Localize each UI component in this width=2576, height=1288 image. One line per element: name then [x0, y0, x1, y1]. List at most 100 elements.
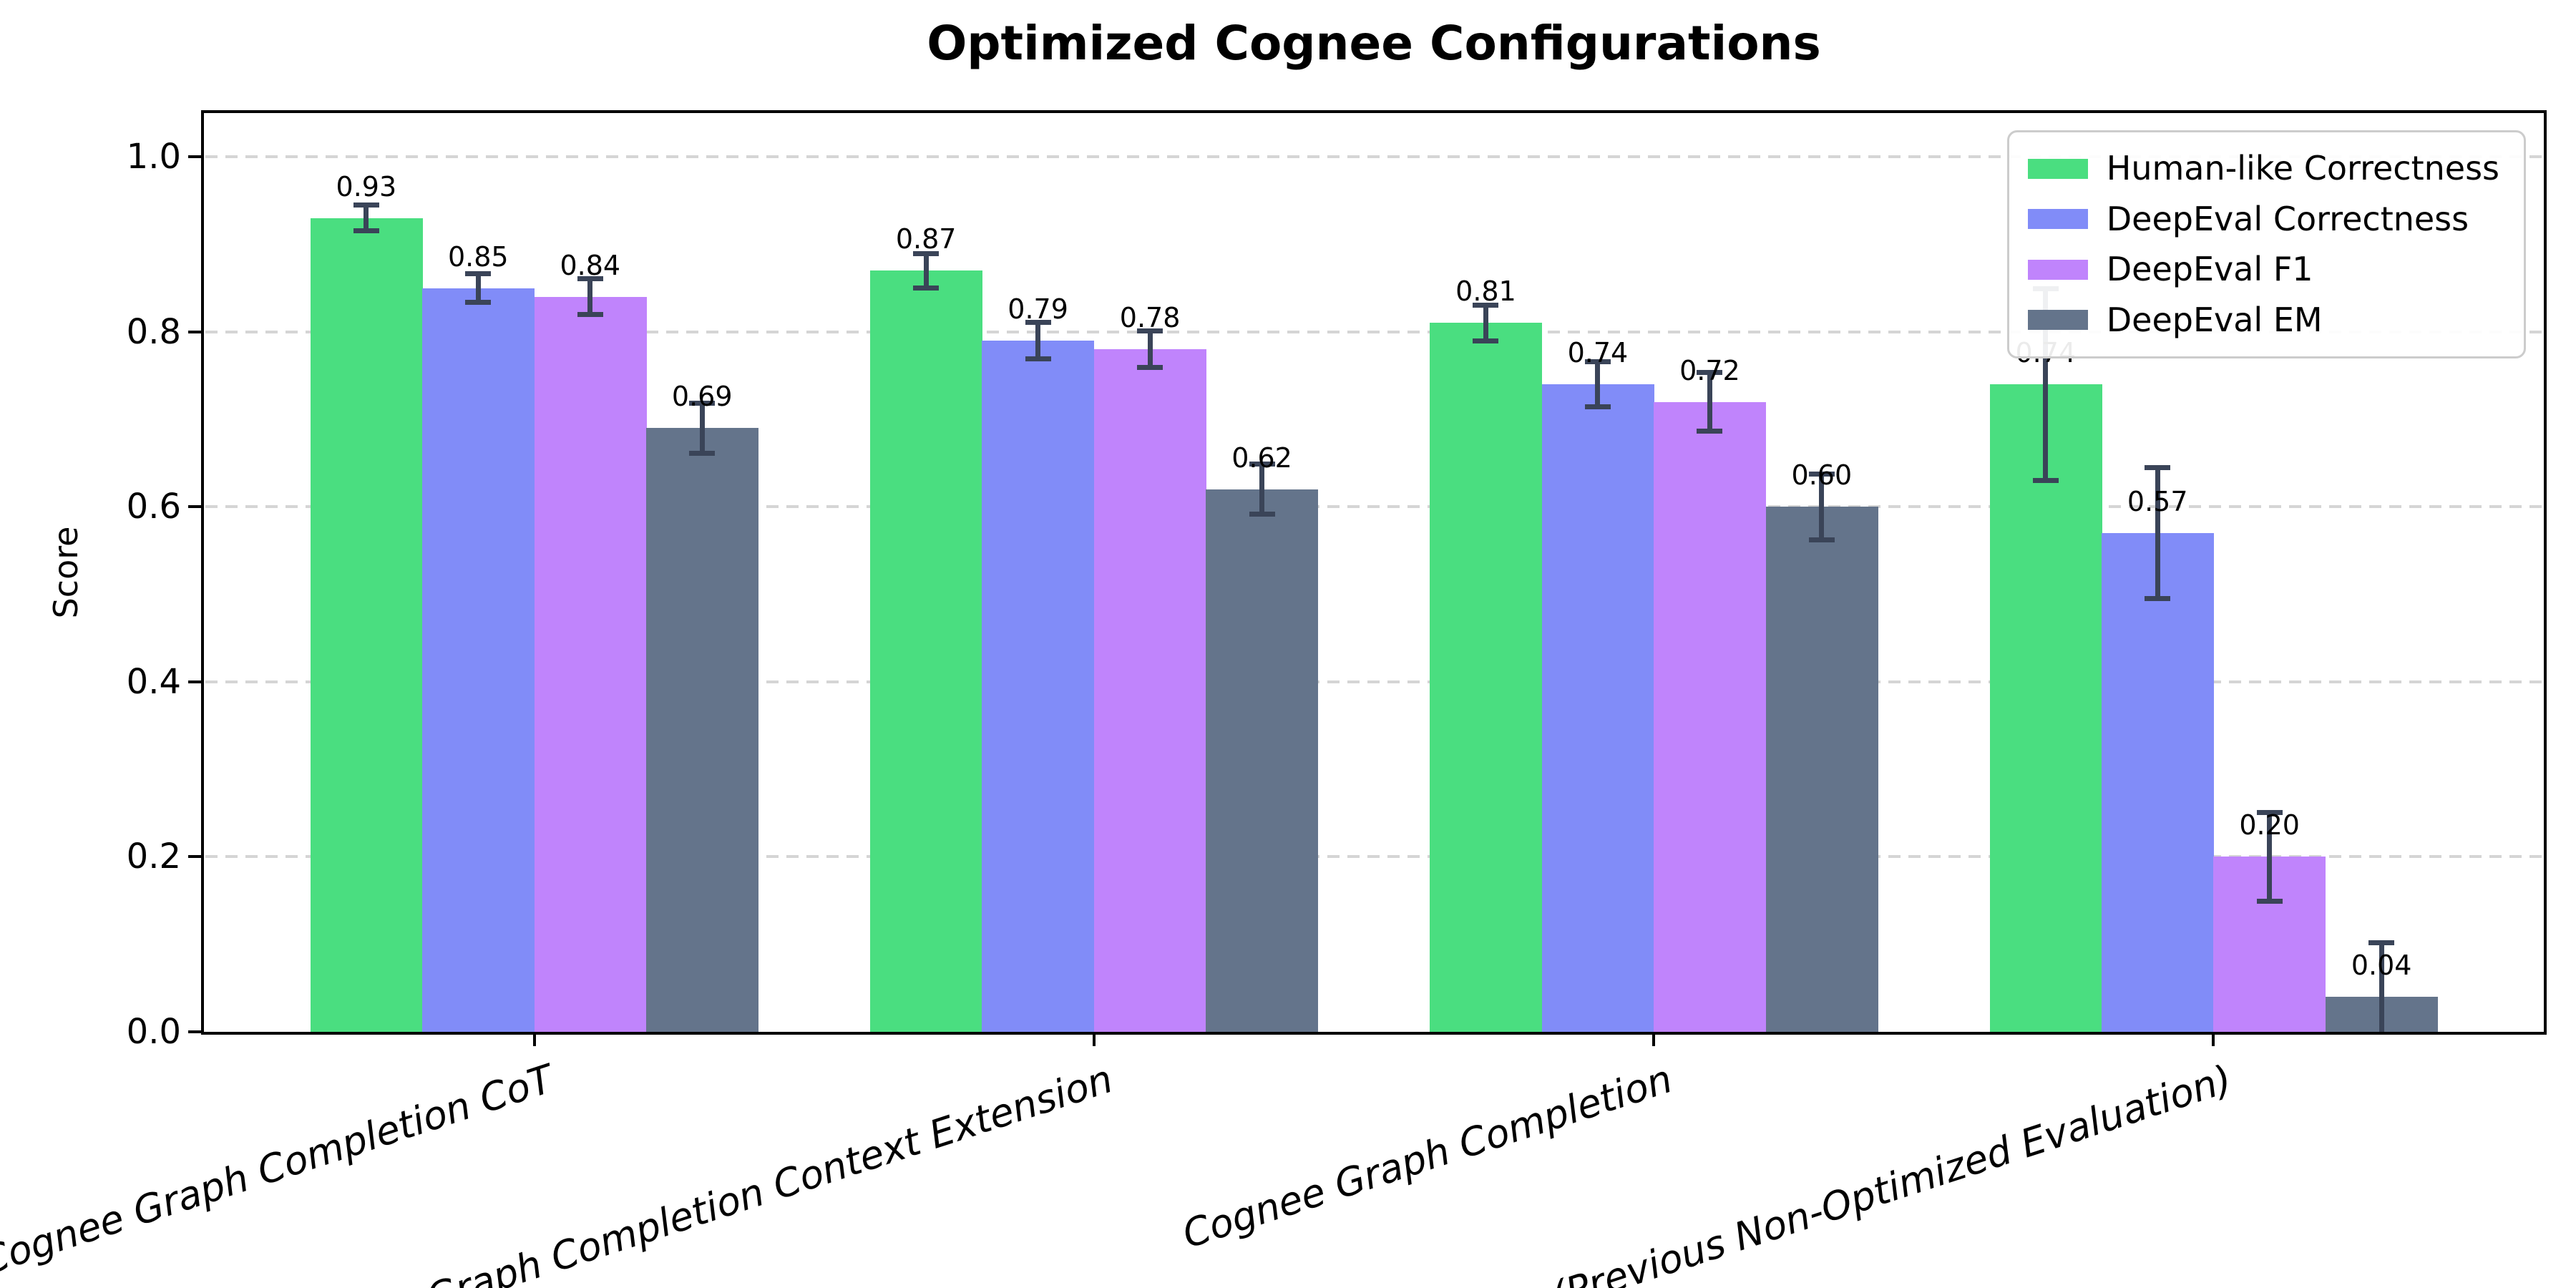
y-tick-label: 1.0	[126, 137, 181, 177]
error-bar-cap-top	[1137, 328, 1163, 334]
bar	[1654, 401, 1767, 1032]
error-bar	[1819, 473, 1825, 540]
y-tick-label: 0.8	[126, 311, 181, 352]
error-bar-cap-bottom	[1025, 356, 1051, 361]
bar-value-label: 0.78	[1119, 302, 1181, 334]
error-bar-cap-top	[2368, 940, 2395, 946]
bar-value-label: 0.62	[1231, 441, 1292, 474]
y-tick-mark	[188, 155, 203, 159]
bar-value-label: 0.72	[1679, 354, 1740, 386]
bar-value-label: 0.57	[2127, 485, 2188, 517]
bar-value-label: 0.87	[895, 223, 957, 255]
bar	[982, 340, 1095, 1032]
bar	[310, 218, 423, 1032]
gridline	[205, 855, 2542, 859]
error-bar-cap-top	[2256, 810, 2283, 816]
x-tick-mark	[532, 1032, 536, 1046]
error-bar-cap-top	[1584, 359, 1611, 365]
error-bar	[923, 253, 929, 288]
bar	[1989, 384, 2102, 1032]
error-bar	[699, 402, 705, 454]
legend-item: DeepEval F1	[2027, 249, 2499, 291]
legend: Human-like Correctness DeepEval Correctne…	[2006, 130, 2526, 358]
y-tick-mark	[188, 1030, 203, 1033]
bar-value-label: 0.81	[1455, 275, 1516, 308]
legend-swatch	[2027, 259, 2088, 280]
x-tick-mark	[1652, 1032, 1656, 1046]
y-tick-label: 0.2	[126, 836, 181, 877]
bar	[869, 270, 982, 1032]
legend-label: Human-like Correctness	[2106, 149, 2499, 187]
legend-label: DeepEval F1	[2106, 250, 2313, 288]
error-bar	[1595, 361, 1601, 407]
x-tick-mark	[2212, 1032, 2215, 1046]
legend-swatch	[2027, 209, 2088, 230]
x-tick-label: Cognee Graph Completion	[1177, 1056, 1678, 1257]
y-tick-label: 0.4	[126, 661, 181, 702]
y-tick-label: 0.6	[126, 487, 181, 527]
error-bar	[364, 205, 369, 232]
error-bar	[1259, 464, 1265, 515]
legend-label: DeepEval Correctness	[2106, 199, 2469, 238]
y-tick-mark	[188, 855, 203, 859]
bar	[1093, 349, 1206, 1032]
x-tick-label: Cognee (Previous Non-Optimized Evaluatio…	[1394, 1056, 2238, 1288]
error-bar-cap-top	[913, 250, 940, 256]
error-bar-cap-bottom	[1697, 429, 1723, 434]
error-bar-cap-top	[353, 203, 379, 208]
x-tick-label: Cognee Graph Completion CoT	[0, 1056, 559, 1284]
legend-swatch	[2027, 158, 2088, 179]
error-bar-cap-bottom	[2032, 477, 2059, 483]
y-tick-mark	[188, 505, 203, 509]
error-bar-cap-bottom	[689, 450, 716, 456]
bar	[1430, 323, 1543, 1032]
error-bar	[2155, 467, 2160, 599]
error-bar-cap-top	[465, 270, 492, 276]
legend-label: DeepEval EM	[2106, 300, 2323, 339]
error-bar	[2043, 288, 2049, 481]
error-bar-cap-bottom	[577, 312, 603, 318]
bar	[646, 428, 758, 1032]
error-bar	[587, 278, 593, 316]
bar-value-label: 0.20	[2239, 809, 2300, 841]
x-tick-mark	[1092, 1032, 1096, 1046]
y-tick-mark	[188, 680, 203, 683]
chart-title: Optimized Cognee Configurations	[927, 16, 1821, 71]
bar	[534, 296, 647, 1032]
bar-value-label: 0.69	[671, 381, 733, 413]
legend-item: Human-like Correctness	[2027, 148, 2499, 190]
error-bar-cap-bottom	[1808, 537, 1835, 542]
error-bar-cap-top	[577, 276, 603, 282]
y-tick-label: 0.0	[126, 1012, 181, 1052]
error-bar	[1035, 322, 1041, 359]
error-bar	[2379, 942, 2384, 1032]
error-bar-cap-top	[1808, 471, 1835, 477]
error-bar-cap-top	[1473, 302, 1499, 308]
error-bar-cap-bottom	[913, 285, 940, 291]
error-bar-cap-top	[1025, 320, 1051, 326]
error-bar-cap-bottom	[465, 300, 492, 306]
legend-item: DeepEval EM	[2027, 300, 2499, 341]
y-axis-label: Score	[47, 526, 85, 619]
bar-value-label: 0.93	[336, 170, 397, 203]
bar	[1765, 507, 1878, 1032]
gridline	[205, 155, 2542, 159]
bar	[1206, 489, 1319, 1032]
error-bar-cap-top	[689, 400, 716, 406]
bar-value-label: 0.04	[2351, 950, 2412, 982]
error-bar-cap-bottom	[2256, 898, 2283, 904]
bar-value-label: 0.85	[448, 240, 509, 273]
error-bar-cap-bottom	[1584, 404, 1611, 409]
error-bar-cap-bottom	[1473, 338, 1499, 344]
error-bar	[1707, 371, 1712, 432]
bar	[422, 288, 535, 1032]
error-bar	[475, 273, 481, 303]
error-bar	[1483, 304, 1488, 342]
gridline	[205, 505, 2542, 509]
bar-value-label: 0.79	[1008, 293, 1068, 325]
error-bar-cap-bottom	[353, 228, 379, 234]
legend-item: DeepEval Correctness	[2027, 199, 2499, 240]
error-bar-cap-bottom	[1249, 512, 1275, 517]
error-bar-cap-top	[1249, 462, 1275, 467]
